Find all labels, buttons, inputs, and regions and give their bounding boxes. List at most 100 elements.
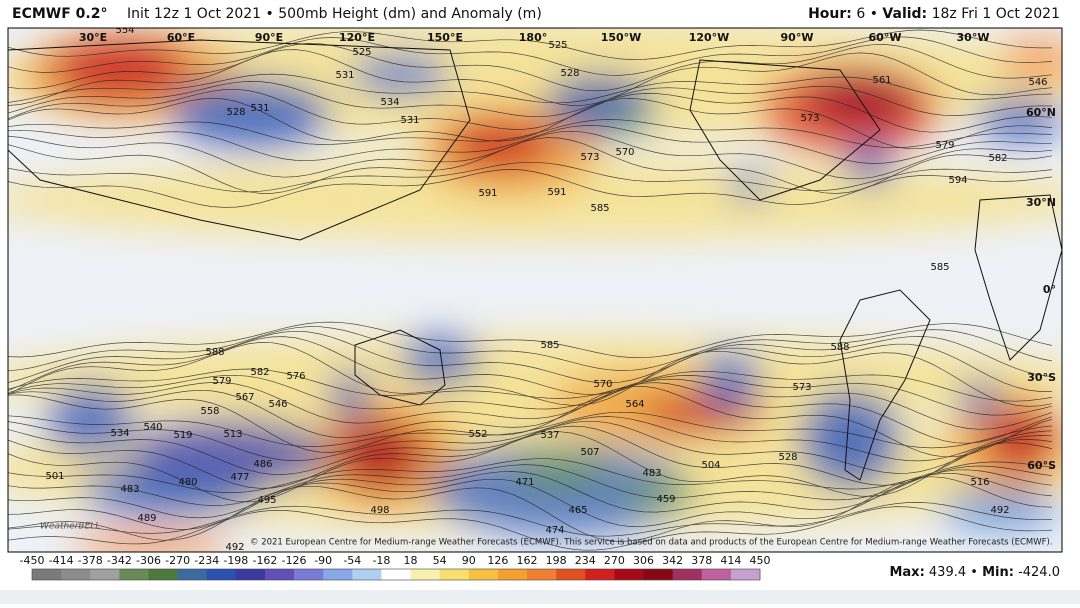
contour-label: 528 xyxy=(560,68,579,79)
contour-label: 585 xyxy=(540,340,559,351)
contour-label: 507 xyxy=(580,447,599,458)
colorbar-tick-label: -342 xyxy=(107,554,132,567)
contour-label: 504 xyxy=(701,460,720,471)
contour-line xyxy=(8,321,1053,359)
anomaly-blob xyxy=(330,370,370,420)
contour-line xyxy=(8,425,1053,489)
contour-label: 546 xyxy=(268,399,287,410)
anomaly-blob xyxy=(335,420,425,490)
contour-line xyxy=(8,88,1053,133)
contour-label: 561 xyxy=(872,75,891,86)
contour-line xyxy=(8,374,1053,416)
contour-label: 570 xyxy=(615,147,634,158)
contour-line xyxy=(8,506,1053,551)
colorbar-tick-label: -90 xyxy=(314,554,332,567)
south-america xyxy=(839,289,931,481)
colorbar-swatch xyxy=(381,569,412,580)
latitude-label: 30°N xyxy=(1026,196,1056,209)
colorbar-swatch xyxy=(556,569,586,580)
contour-line xyxy=(8,49,1053,106)
latitude-label: 30°S xyxy=(1027,371,1056,384)
contour-label: 579 xyxy=(935,140,954,151)
run-title: Init 12z 1 Oct 2021 • 500mb Height (dm) … xyxy=(127,6,542,22)
australia xyxy=(354,329,446,406)
graticule-labels: 30°E 60°E 90°E 120°E 150°E 180° 150°W 120°W 90°W… xyxy=(79,31,1056,472)
longitude-label: 30°E xyxy=(79,31,107,44)
contour-label: 528 xyxy=(226,107,245,118)
contour-label: 564 xyxy=(625,399,644,410)
colorbar-swatch xyxy=(352,569,382,580)
contour-label: 495 xyxy=(257,495,276,506)
anomaly-blob xyxy=(350,55,450,95)
colorbar-swatch xyxy=(410,569,441,580)
longitude-label: 90°E xyxy=(255,31,283,44)
colorbar-swatch xyxy=(585,569,615,580)
colorbar-tick-label: 342 xyxy=(662,554,683,567)
contour-line xyxy=(8,97,1053,150)
colorbar-tick-label: 54 xyxy=(433,554,447,567)
separator: • xyxy=(870,6,878,22)
min-label: Min: xyxy=(982,565,1014,580)
colorbar-swatch xyxy=(439,569,470,580)
contour-label: 480 xyxy=(178,477,197,488)
contour-label: 525 xyxy=(352,47,371,58)
colorbar-tick-label: 306 xyxy=(633,554,654,567)
colorbar-tick-label: 414 xyxy=(720,554,741,567)
contour-line xyxy=(8,137,1053,194)
latitude-label: 60°S xyxy=(1027,459,1056,472)
contour-label: 573 xyxy=(792,382,811,393)
anomaly-blob xyxy=(1000,35,1062,85)
contour-label: 591 xyxy=(478,188,497,199)
contour-line xyxy=(8,416,1053,462)
contour-line xyxy=(8,431,1053,503)
colorbar-tick-label: 378 xyxy=(691,554,712,567)
africa xyxy=(974,194,1062,361)
contour-line xyxy=(8,368,1053,402)
contour-label: 489 xyxy=(137,513,156,524)
contour-label: 576 xyxy=(286,371,305,382)
colorbar-swatch xyxy=(264,569,295,580)
colorbar-tick-label: -450 xyxy=(20,554,45,567)
contour-label: 534 xyxy=(110,428,129,439)
stats: Max: 439.4 • Min: -424.0 xyxy=(889,565,1060,580)
colorbar-tick-label: 162 xyxy=(517,554,538,567)
colorbar-swatch xyxy=(730,569,761,580)
contour-label: 513 xyxy=(223,429,242,440)
anomaly-blob xyxy=(70,530,230,552)
contour-label: 459 xyxy=(656,494,675,505)
anomaly-blob xyxy=(975,98,1062,142)
anomaly-blob xyxy=(400,335,480,385)
contour-line xyxy=(8,502,1053,537)
contour-label: 483 xyxy=(642,468,661,479)
contour-label: 573 xyxy=(580,152,599,163)
colorbar-swatch xyxy=(32,569,62,580)
north-america xyxy=(689,59,881,201)
longitude-label: 120°E xyxy=(339,31,375,44)
map-frame xyxy=(7,27,1063,553)
contour-label: 477 xyxy=(230,472,249,483)
contour-label: 588 xyxy=(830,342,849,353)
colorbar-swatch xyxy=(148,569,179,580)
contour-line xyxy=(8,73,1053,104)
contour-label: 498 xyxy=(370,505,389,516)
longitude-label: 30°W xyxy=(957,31,990,44)
colorbar-tick-label: -270 xyxy=(165,554,190,567)
colorbar-tick-label: 234 xyxy=(575,554,596,567)
contour-label: 558 xyxy=(200,406,219,417)
contour-label: 567 xyxy=(235,392,254,403)
colorbar-tick-label: -306 xyxy=(136,554,161,567)
contour-label: 525 xyxy=(548,40,567,51)
contour-label: 554 xyxy=(115,25,134,36)
colorbar-swatch xyxy=(119,569,149,580)
contours xyxy=(8,29,1053,551)
colorbar-tick-label: 90 xyxy=(462,554,476,567)
colorbar-tick-label: -198 xyxy=(223,554,248,567)
longitude-label: 150°E xyxy=(427,31,463,44)
contour-label: 585 xyxy=(930,262,949,273)
contour-line xyxy=(8,411,1053,449)
contour-label: 465 xyxy=(568,505,587,516)
colorbar-tick-label: 198 xyxy=(546,554,567,567)
contour-label: 585 xyxy=(590,203,609,214)
contour-label: 582 xyxy=(988,153,1007,164)
contour-label: 573 xyxy=(800,113,819,124)
